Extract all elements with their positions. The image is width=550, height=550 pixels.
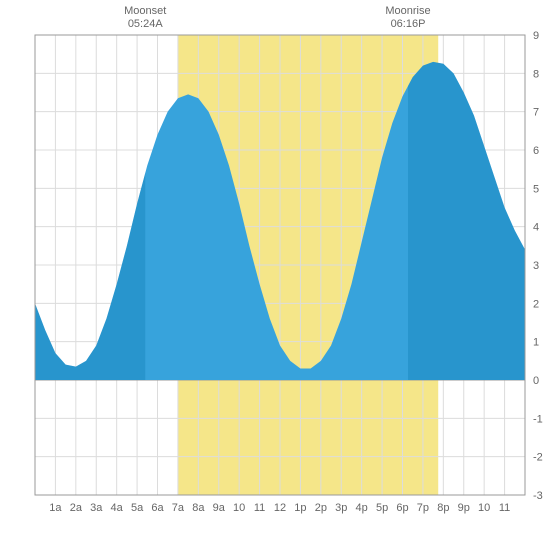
- x-tick-label: 11: [499, 502, 510, 514]
- x-tick-label: 7p: [417, 502, 429, 514]
- y-tick-label: -2: [533, 452, 543, 464]
- y-tick-label: 1: [533, 337, 539, 349]
- x-tick-label: 1a: [49, 502, 62, 514]
- chart-svg: 1a2a3a4a5a6a7a8a9a1011121p2p3p4p5p6p7p8p…: [0, 0, 550, 550]
- x-tick-label: 12: [274, 502, 286, 514]
- y-tick-label: 7: [533, 107, 539, 119]
- y-tick-label: -3: [533, 490, 543, 502]
- x-tick-label: 8a: [192, 502, 205, 514]
- x-tick-label: 7a: [172, 502, 185, 514]
- x-tick-label: 5p: [376, 502, 388, 514]
- x-tick-label: 5a: [131, 502, 144, 514]
- x-tick-label: 10: [233, 502, 245, 514]
- y-tick-label: 8: [533, 68, 539, 80]
- x-tick-label: 8p: [437, 502, 449, 514]
- x-tick-label: 2a: [70, 502, 83, 514]
- x-tick-label: 11: [254, 502, 265, 514]
- y-tick-label: 2: [533, 298, 539, 310]
- x-tick-label: 3a: [90, 502, 103, 514]
- y-tick-label: 9: [533, 30, 539, 42]
- y-tick-label: 3: [533, 260, 539, 272]
- x-tick-label: 4p: [356, 502, 368, 514]
- x-tick-label: 1p: [294, 502, 306, 514]
- x-tick-label: 2p: [315, 502, 327, 514]
- annotation-title: Moonset: [124, 5, 166, 17]
- x-tick-label: 9a: [213, 502, 226, 514]
- x-tick-label: 10: [478, 502, 490, 514]
- y-tick-label: 0: [533, 375, 539, 387]
- x-tick-label: 4a: [111, 502, 124, 514]
- x-tick-label: 6a: [151, 502, 164, 514]
- x-tick-label: 9p: [458, 502, 470, 514]
- y-tick-label: 6: [533, 145, 539, 157]
- y-tick-label: 5: [533, 183, 539, 195]
- x-tick-label: 3p: [335, 502, 347, 514]
- annotation-time: 06:16P: [391, 18, 426, 30]
- x-tick-label: 6p: [396, 502, 408, 514]
- annotation-title: Moonrise: [385, 5, 430, 17]
- y-tick-label: -1: [533, 413, 543, 425]
- tide-chart: 1a2a3a4a5a6a7a8a9a1011121p2p3p4p5p6p7p8p…: [0, 0, 550, 550]
- annotation-time: 05:24A: [128, 18, 164, 30]
- y-tick-label: 4: [533, 222, 539, 234]
